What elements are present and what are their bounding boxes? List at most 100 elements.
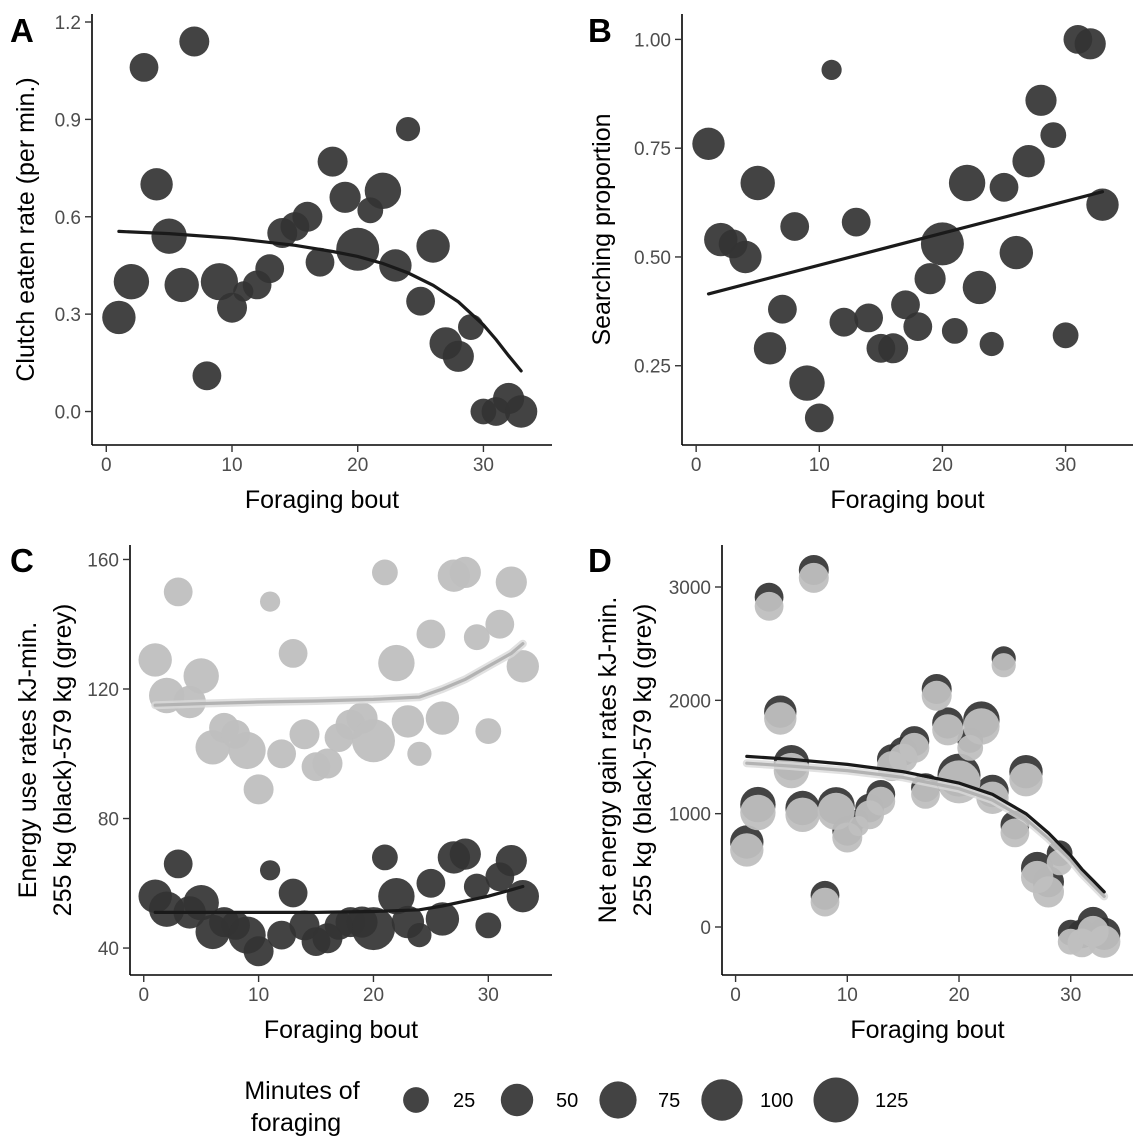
points-group — [730, 555, 1121, 958]
data-point — [1088, 925, 1121, 958]
data-point — [485, 609, 515, 639]
data-point — [740, 165, 775, 201]
data-point — [891, 290, 920, 320]
data-point — [407, 741, 432, 766]
data-point — [305, 247, 335, 277]
x-tick-label: 10 — [809, 455, 830, 476]
y-tick-label: 2000 — [669, 691, 711, 712]
x-tick-label: 30 — [1060, 985, 1081, 1006]
fit-line — [153, 642, 525, 707]
x-axis-title: Foraging bout — [850, 1016, 1004, 1044]
data-point — [336, 227, 380, 271]
data-point — [243, 936, 274, 967]
data-point — [1086, 188, 1119, 221]
data-point — [1032, 876, 1064, 908]
panel-letter: B — [588, 12, 612, 49]
points-group — [692, 25, 1119, 433]
y-tick-label: 120 — [87, 680, 119, 701]
data-point — [914, 263, 946, 295]
data-point — [163, 577, 193, 607]
data-point — [416, 229, 450, 263]
x-tick-label: 30 — [473, 455, 494, 476]
data-point — [1040, 122, 1067, 148]
data-point — [278, 878, 308, 908]
y-tick-label: 0 — [700, 918, 711, 939]
data-point — [183, 658, 219, 694]
legend-title: Minutes of — [244, 1077, 359, 1105]
data-point — [495, 566, 527, 598]
y-axis-title: Energy use rates kJ-min. — [14, 622, 42, 899]
data-point — [463, 624, 490, 651]
legend-label: 125 — [875, 1090, 908, 1112]
y-tick-label: 0.3 — [55, 305, 81, 326]
y-tick-label: 0.9 — [55, 110, 81, 131]
y-tick-label: 160 — [87, 550, 119, 571]
legend-key — [813, 1077, 859, 1123]
data-point — [102, 300, 136, 335]
data-point — [979, 331, 1004, 357]
data-point — [798, 562, 829, 593]
data-point — [753, 332, 787, 365]
fit-line — [117, 229, 523, 373]
panel-letter: C — [10, 542, 34, 579]
y-axis-title: Clutch eaten rate (per min.) — [12, 77, 40, 381]
data-point — [921, 680, 952, 711]
data-point — [200, 263, 238, 301]
data-point — [817, 792, 855, 831]
data-point — [804, 403, 834, 433]
data-point — [729, 240, 762, 274]
points-group — [138, 556, 539, 967]
x-tick-label: 20 — [347, 455, 368, 476]
data-point — [395, 117, 421, 142]
data-point — [164, 267, 199, 303]
x-tick-label: 30 — [1055, 455, 1076, 476]
data-point — [138, 643, 172, 677]
y-tick-label: 80 — [98, 810, 119, 831]
legend-label: 25 — [453, 1090, 475, 1112]
data-point — [442, 340, 474, 372]
data-point — [449, 556, 481, 589]
data-point — [866, 786, 896, 816]
points-group — [102, 26, 538, 428]
fit-line — [153, 884, 525, 914]
data-point — [289, 719, 320, 750]
x-tick-label: 0 — [101, 455, 112, 476]
data-point — [948, 164, 986, 202]
data-point — [692, 127, 725, 160]
data-point — [192, 361, 222, 391]
data-point — [963, 708, 1000, 745]
data-point — [932, 714, 964, 746]
panel-b: 0 10 20 30 0.25 0.50 0.75 1.00 Foraging bout Sear… — [588, 12, 1133, 514]
y-tick-label: 1.00 — [634, 30, 671, 51]
x-tick-label: 30 — [478, 985, 499, 1006]
data-point — [1012, 145, 1045, 178]
data-point — [329, 181, 361, 213]
data-point — [754, 591, 784, 621]
x-tick-label: 20 — [948, 985, 969, 1006]
data-point — [312, 748, 343, 779]
data-point — [1074, 28, 1106, 60]
data-point — [991, 653, 1016, 678]
data-point — [267, 920, 296, 950]
data-point — [854, 303, 883, 333]
data-point — [764, 702, 797, 735]
data-point — [425, 701, 460, 735]
data-point — [941, 318, 968, 344]
data-point — [829, 307, 859, 337]
y-tick-label: 1000 — [669, 805, 711, 826]
data-point — [785, 797, 820, 832]
x-axis-title: Foraging bout — [830, 486, 984, 514]
data-point — [378, 644, 415, 682]
data-point — [228, 731, 266, 770]
data-point — [495, 845, 527, 877]
data-point — [1052, 322, 1079, 349]
data-point — [416, 868, 446, 898]
data-point — [267, 739, 296, 769]
x-tick-label: 0 — [138, 985, 149, 1006]
data-point — [768, 294, 797, 324]
data-point — [903, 312, 933, 341]
data-point — [504, 395, 538, 428]
x-tick-label: 20 — [363, 985, 384, 1006]
data-point — [391, 705, 425, 738]
